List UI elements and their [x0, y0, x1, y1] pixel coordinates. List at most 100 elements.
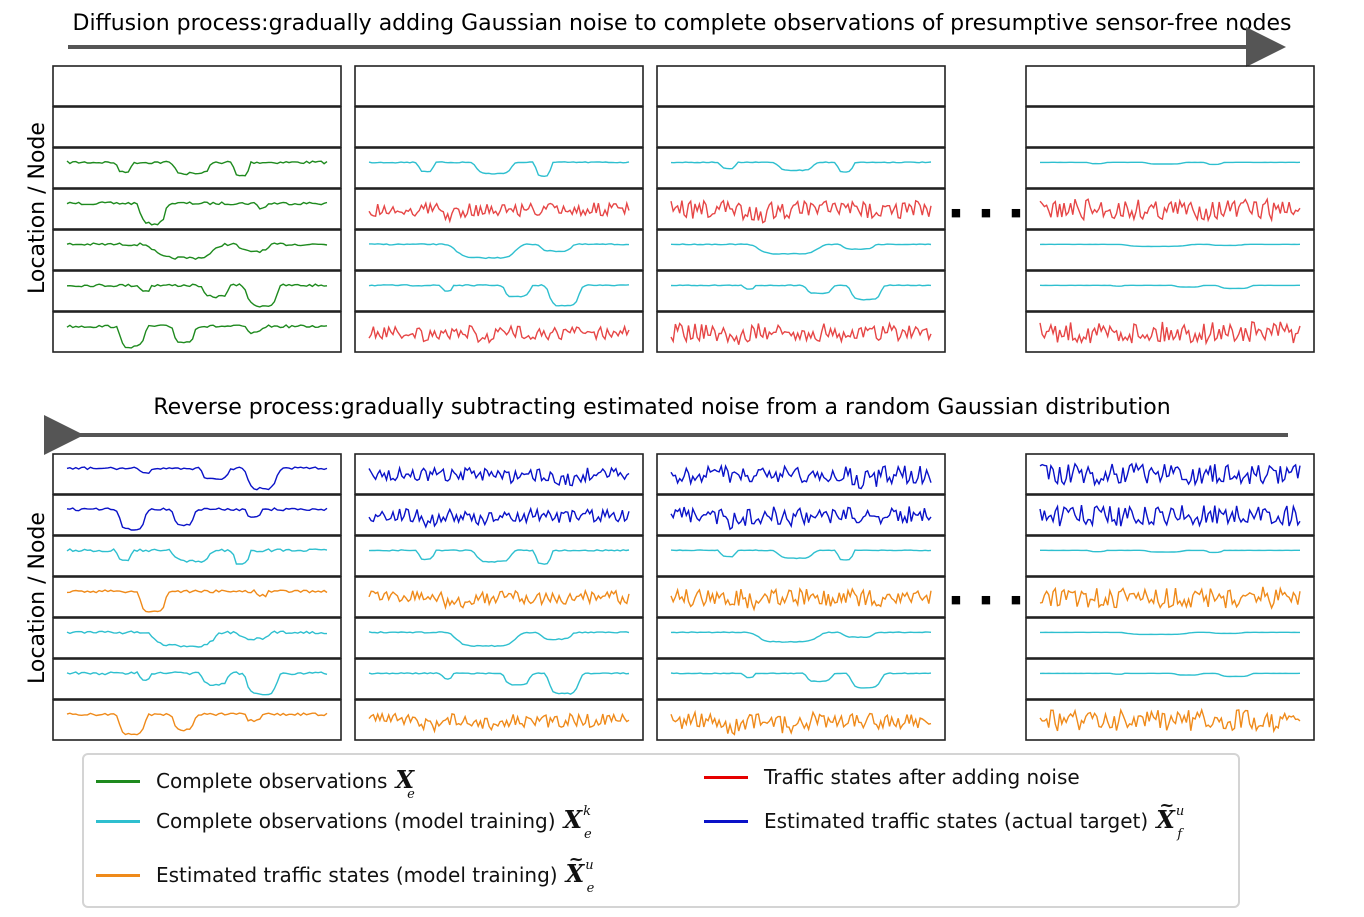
node-cell — [1025, 270, 1315, 312]
node-cell — [52, 617, 342, 659]
ellipsis-dot: ■ — [951, 593, 961, 606]
legend-label: Complete observations — [156, 769, 388, 794]
node-cell — [354, 535, 644, 577]
cyan-trace — [368, 161, 630, 178]
blue-trace — [368, 506, 630, 529]
cyan-trace — [368, 549, 630, 565]
cyan-trace — [66, 630, 327, 648]
legend-label: Traffic states after adding noise — [764, 765, 1080, 789]
cyan-trace — [1040, 549, 1300, 554]
cyan-trace — [1039, 672, 1301, 678]
node-cell — [656, 188, 946, 230]
node-cell — [1025, 229, 1315, 271]
orange-trace — [368, 711, 630, 734]
cyan-trace — [670, 161, 932, 173]
blue-trace — [66, 466, 328, 491]
node-cell — [52, 229, 342, 271]
blue-trace — [66, 507, 328, 531]
node-cell — [354, 106, 644, 148]
node-cell — [354, 65, 644, 107]
cyan-trace — [1039, 243, 1301, 248]
legend-symbol: Xe — [395, 765, 415, 802]
legend-swatch-cyan — [96, 819, 140, 823]
node-cell — [52, 494, 342, 536]
node-cell — [656, 147, 946, 189]
green-trace — [66, 201, 328, 226]
node-cell — [354, 453, 644, 495]
orange-trace — [1039, 586, 1301, 610]
blue-trace — [670, 506, 932, 531]
green-trace — [66, 242, 328, 260]
node-cell — [52, 270, 342, 312]
node-cell — [1025, 617, 1315, 659]
legend-item-traffic-after-noise: Traffic states after adding noise — [704, 765, 1080, 789]
cyan-trace — [670, 672, 932, 689]
cyan-trace — [1040, 631, 1300, 636]
legend-swatch-red — [704, 775, 748, 779]
panel-column — [354, 65, 644, 353]
node-cell — [1025, 106, 1315, 148]
node-cell — [656, 658, 946, 700]
blue-trace — [368, 465, 630, 487]
blue-trace — [670, 463, 932, 490]
node-cell — [354, 188, 644, 230]
legend-label: Complete observations (model training) — [156, 809, 556, 834]
panel-column — [52, 65, 342, 353]
forward-process-title: Diffusion process:gradually adding Gauss… — [73, 11, 1292, 36]
node-cell — [354, 229, 644, 271]
node-cell — [1025, 188, 1315, 230]
cyan-trace — [670, 631, 932, 643]
forward-process-panels — [52, 65, 1315, 353]
node-cell — [1025, 65, 1315, 107]
node-cell — [1025, 699, 1315, 741]
red-trace — [670, 198, 932, 224]
cyan-trace — [369, 243, 630, 260]
legend-label: Estimated traffic states (model training… — [156, 863, 558, 888]
panel-column — [1025, 65, 1315, 353]
cyan-trace — [670, 549, 932, 561]
node-cell — [1025, 535, 1315, 577]
node-cell — [354, 699, 644, 741]
node-cell — [354, 494, 644, 536]
node-cell — [52, 311, 342, 353]
reverse-ellipsis: ■ ■ ■ — [951, 593, 1021, 606]
ellipsis-dot: ■ — [951, 206, 961, 219]
ellipsis-dot: ■ — [1011, 593, 1021, 606]
node-cell — [52, 453, 342, 495]
cyan-trace — [368, 672, 630, 695]
orange-trace — [670, 709, 932, 736]
reverse-y-axis-label: Location / Node — [25, 512, 50, 684]
red-trace — [670, 321, 932, 345]
red-trace — [368, 324, 630, 344]
ellipsis-dot: ■ — [981, 206, 991, 219]
blue-trace — [1039, 461, 1301, 487]
forward-ellipsis: ■ ■ ■ — [951, 206, 1021, 219]
node-cell — [52, 188, 342, 230]
panel-column — [656, 453, 946, 741]
node-cell — [656, 270, 946, 312]
node-cell — [52, 147, 342, 189]
node-cell — [656, 311, 946, 353]
cyan-trace — [66, 548, 328, 565]
orange-trace — [1039, 707, 1301, 734]
node-cell — [1025, 453, 1315, 495]
red-trace — [1039, 320, 1301, 346]
node-cell — [52, 658, 342, 700]
node-cell — [354, 617, 644, 659]
node-cell — [52, 65, 342, 107]
red-trace — [1039, 197, 1301, 223]
node-cell — [52, 699, 342, 741]
cyan-trace — [368, 284, 630, 307]
node-cell — [656, 617, 946, 659]
node-cell — [656, 699, 946, 741]
node-cell — [354, 658, 644, 700]
orange-trace — [66, 712, 328, 736]
cyan-trace — [670, 284, 932, 301]
orange-trace — [670, 587, 932, 612]
ellipsis-dot: ■ — [1011, 206, 1021, 219]
cyan-trace — [670, 243, 932, 255]
red-trace — [368, 200, 630, 224]
node-cell — [1025, 311, 1315, 353]
node-cell — [656, 106, 946, 148]
green-trace — [66, 324, 328, 349]
